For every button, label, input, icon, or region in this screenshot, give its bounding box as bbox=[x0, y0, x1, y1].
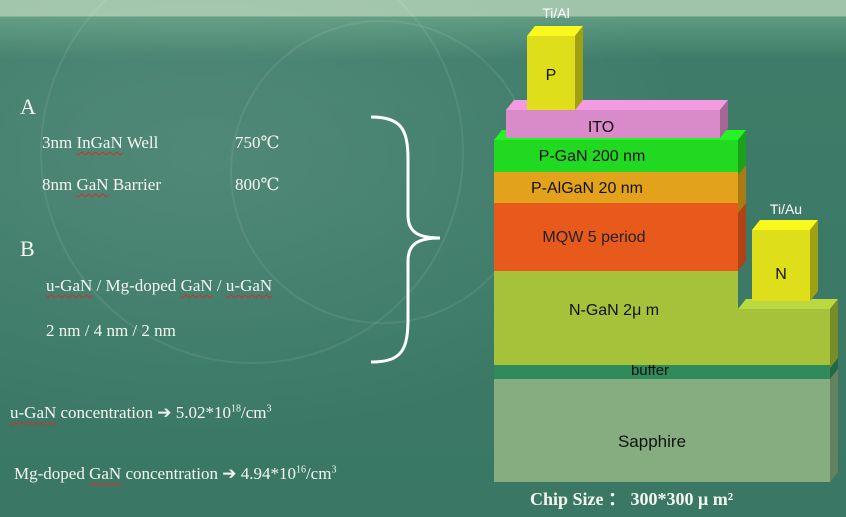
mg-value: 4.94*10 bbox=[236, 464, 296, 483]
ito-front bbox=[506, 110, 720, 138]
mg-unit: /cm bbox=[305, 464, 332, 483]
mg-label-b: GaN bbox=[89, 464, 122, 483]
n-gan-front-lower bbox=[494, 309, 830, 365]
buffer-label: buffer bbox=[631, 362, 669, 379]
p-gan-front bbox=[494, 140, 738, 172]
well-prefix: 3nm bbox=[42, 133, 77, 152]
buffer-layer: buffer bbox=[494, 358, 838, 379]
well-temperature: 750℃ bbox=[235, 133, 280, 152]
p-gan-side bbox=[738, 130, 746, 175]
barrier-line: 8nm GaN Barrier bbox=[42, 175, 161, 195]
p-contact-top bbox=[527, 26, 583, 36]
section-a-heading: A bbox=[20, 94, 36, 119]
barrier-material: GaN bbox=[76, 175, 109, 194]
mqw-front bbox=[494, 203, 738, 271]
buffer-front bbox=[494, 365, 830, 379]
ugan-label: u-GaN bbox=[10, 403, 57, 422]
ugan-value: 5.02*10 bbox=[171, 403, 232, 422]
barrier-prefix: 8nm bbox=[42, 175, 77, 194]
p-algan-label: P-AlGaN 20 nm bbox=[531, 180, 643, 197]
structure-part-2: GaN bbox=[180, 276, 213, 295]
arrow-icon: ➔ bbox=[157, 403, 172, 422]
ito-label: ITO bbox=[588, 119, 614, 136]
p-algan-front bbox=[494, 172, 738, 203]
chip-size-label: Chip Size ： 300*300 μ m² bbox=[530, 489, 734, 509]
sapphire-label: Sapphire bbox=[618, 432, 686, 451]
n-contact-top bbox=[752, 220, 818, 230]
sapphire-layer: Sapphire bbox=[494, 369, 838, 482]
ugan-text: concentration bbox=[56, 403, 158, 422]
n-gan-layer: N-GaN 2μ m bbox=[494, 271, 838, 368]
p-algan-side bbox=[738, 165, 746, 213]
n-contact-side bbox=[810, 220, 818, 301]
sapphire-side bbox=[830, 369, 838, 482]
structure-part-3: u-GaN bbox=[225, 276, 273, 295]
mqw-layer: MQW 5 period bbox=[494, 203, 746, 271]
p-contact-front bbox=[527, 36, 575, 110]
ito-side bbox=[720, 100, 728, 138]
ugan-unit-exponent: 3 bbox=[266, 403, 272, 415]
n-gan-side bbox=[830, 299, 838, 368]
curly-brace bbox=[370, 115, 441, 364]
sapphire-front bbox=[494, 379, 830, 482]
ugan-unit: /cm bbox=[241, 403, 267, 422]
p-gan-label: P-GaN 200 nm bbox=[539, 148, 646, 165]
section-b-heading: B bbox=[20, 236, 35, 261]
mg-text: concentration bbox=[121, 464, 223, 483]
n-gan-step-top bbox=[738, 299, 838, 309]
structure-line: u-GaN / Mg-doped GaN / u-GaN bbox=[46, 276, 272, 296]
barrier-suffix: Barrier bbox=[108, 175, 161, 194]
n-contact-material: Ti/Au bbox=[770, 201, 802, 217]
n-gan-label: N-GaN 2μ m bbox=[569, 302, 659, 319]
mqw-label: MQW 5 period bbox=[542, 229, 645, 246]
mg-concentration-line: Mg-doped GaN concentration ➔ 4.94*1016/c… bbox=[14, 464, 336, 484]
well-line: 3nm InGaN Well bbox=[42, 133, 158, 153]
structure-part-1: u-GaN bbox=[46, 276, 93, 295]
ugan-exponent: 18 bbox=[231, 403, 242, 415]
n-contact-label: N bbox=[775, 266, 787, 283]
mg-exponent: 16 bbox=[295, 464, 306, 476]
ito-layer: ITO bbox=[506, 100, 728, 138]
arrow-icon: ➔ bbox=[222, 464, 237, 483]
n-gan-front-upper bbox=[494, 271, 738, 309]
n-contact-front bbox=[752, 230, 810, 301]
p-contact-label: P bbox=[546, 67, 557, 84]
structure-sep-1: / Mg-doped bbox=[92, 276, 181, 295]
buffer-side bbox=[830, 358, 838, 379]
barrier-temperature: 800℃ bbox=[235, 175, 280, 194]
well-suffix: Well bbox=[122, 133, 159, 152]
thickness-line: 2 nm / 4 nm / 2 nm bbox=[46, 321, 176, 340]
p-contact-material: Ti/Al bbox=[542, 5, 569, 21]
structure-sep-2: / bbox=[212, 276, 226, 295]
n-contact: N bbox=[752, 220, 818, 301]
well-material: InGaN bbox=[76, 133, 123, 152]
p-contact-side bbox=[575, 26, 583, 110]
ugan-concentration-line: u-GaN concentration ➔ 5.02*1018/cm3 bbox=[10, 403, 272, 423]
mg-unit-exponent: 3 bbox=[331, 464, 337, 476]
mg-label-a: Mg-doped bbox=[14, 464, 90, 483]
mqw-side bbox=[738, 203, 746, 271]
p-algan-layer: P-AlGaN 20 nm bbox=[494, 165, 746, 213]
p-contact: P bbox=[527, 26, 583, 110]
